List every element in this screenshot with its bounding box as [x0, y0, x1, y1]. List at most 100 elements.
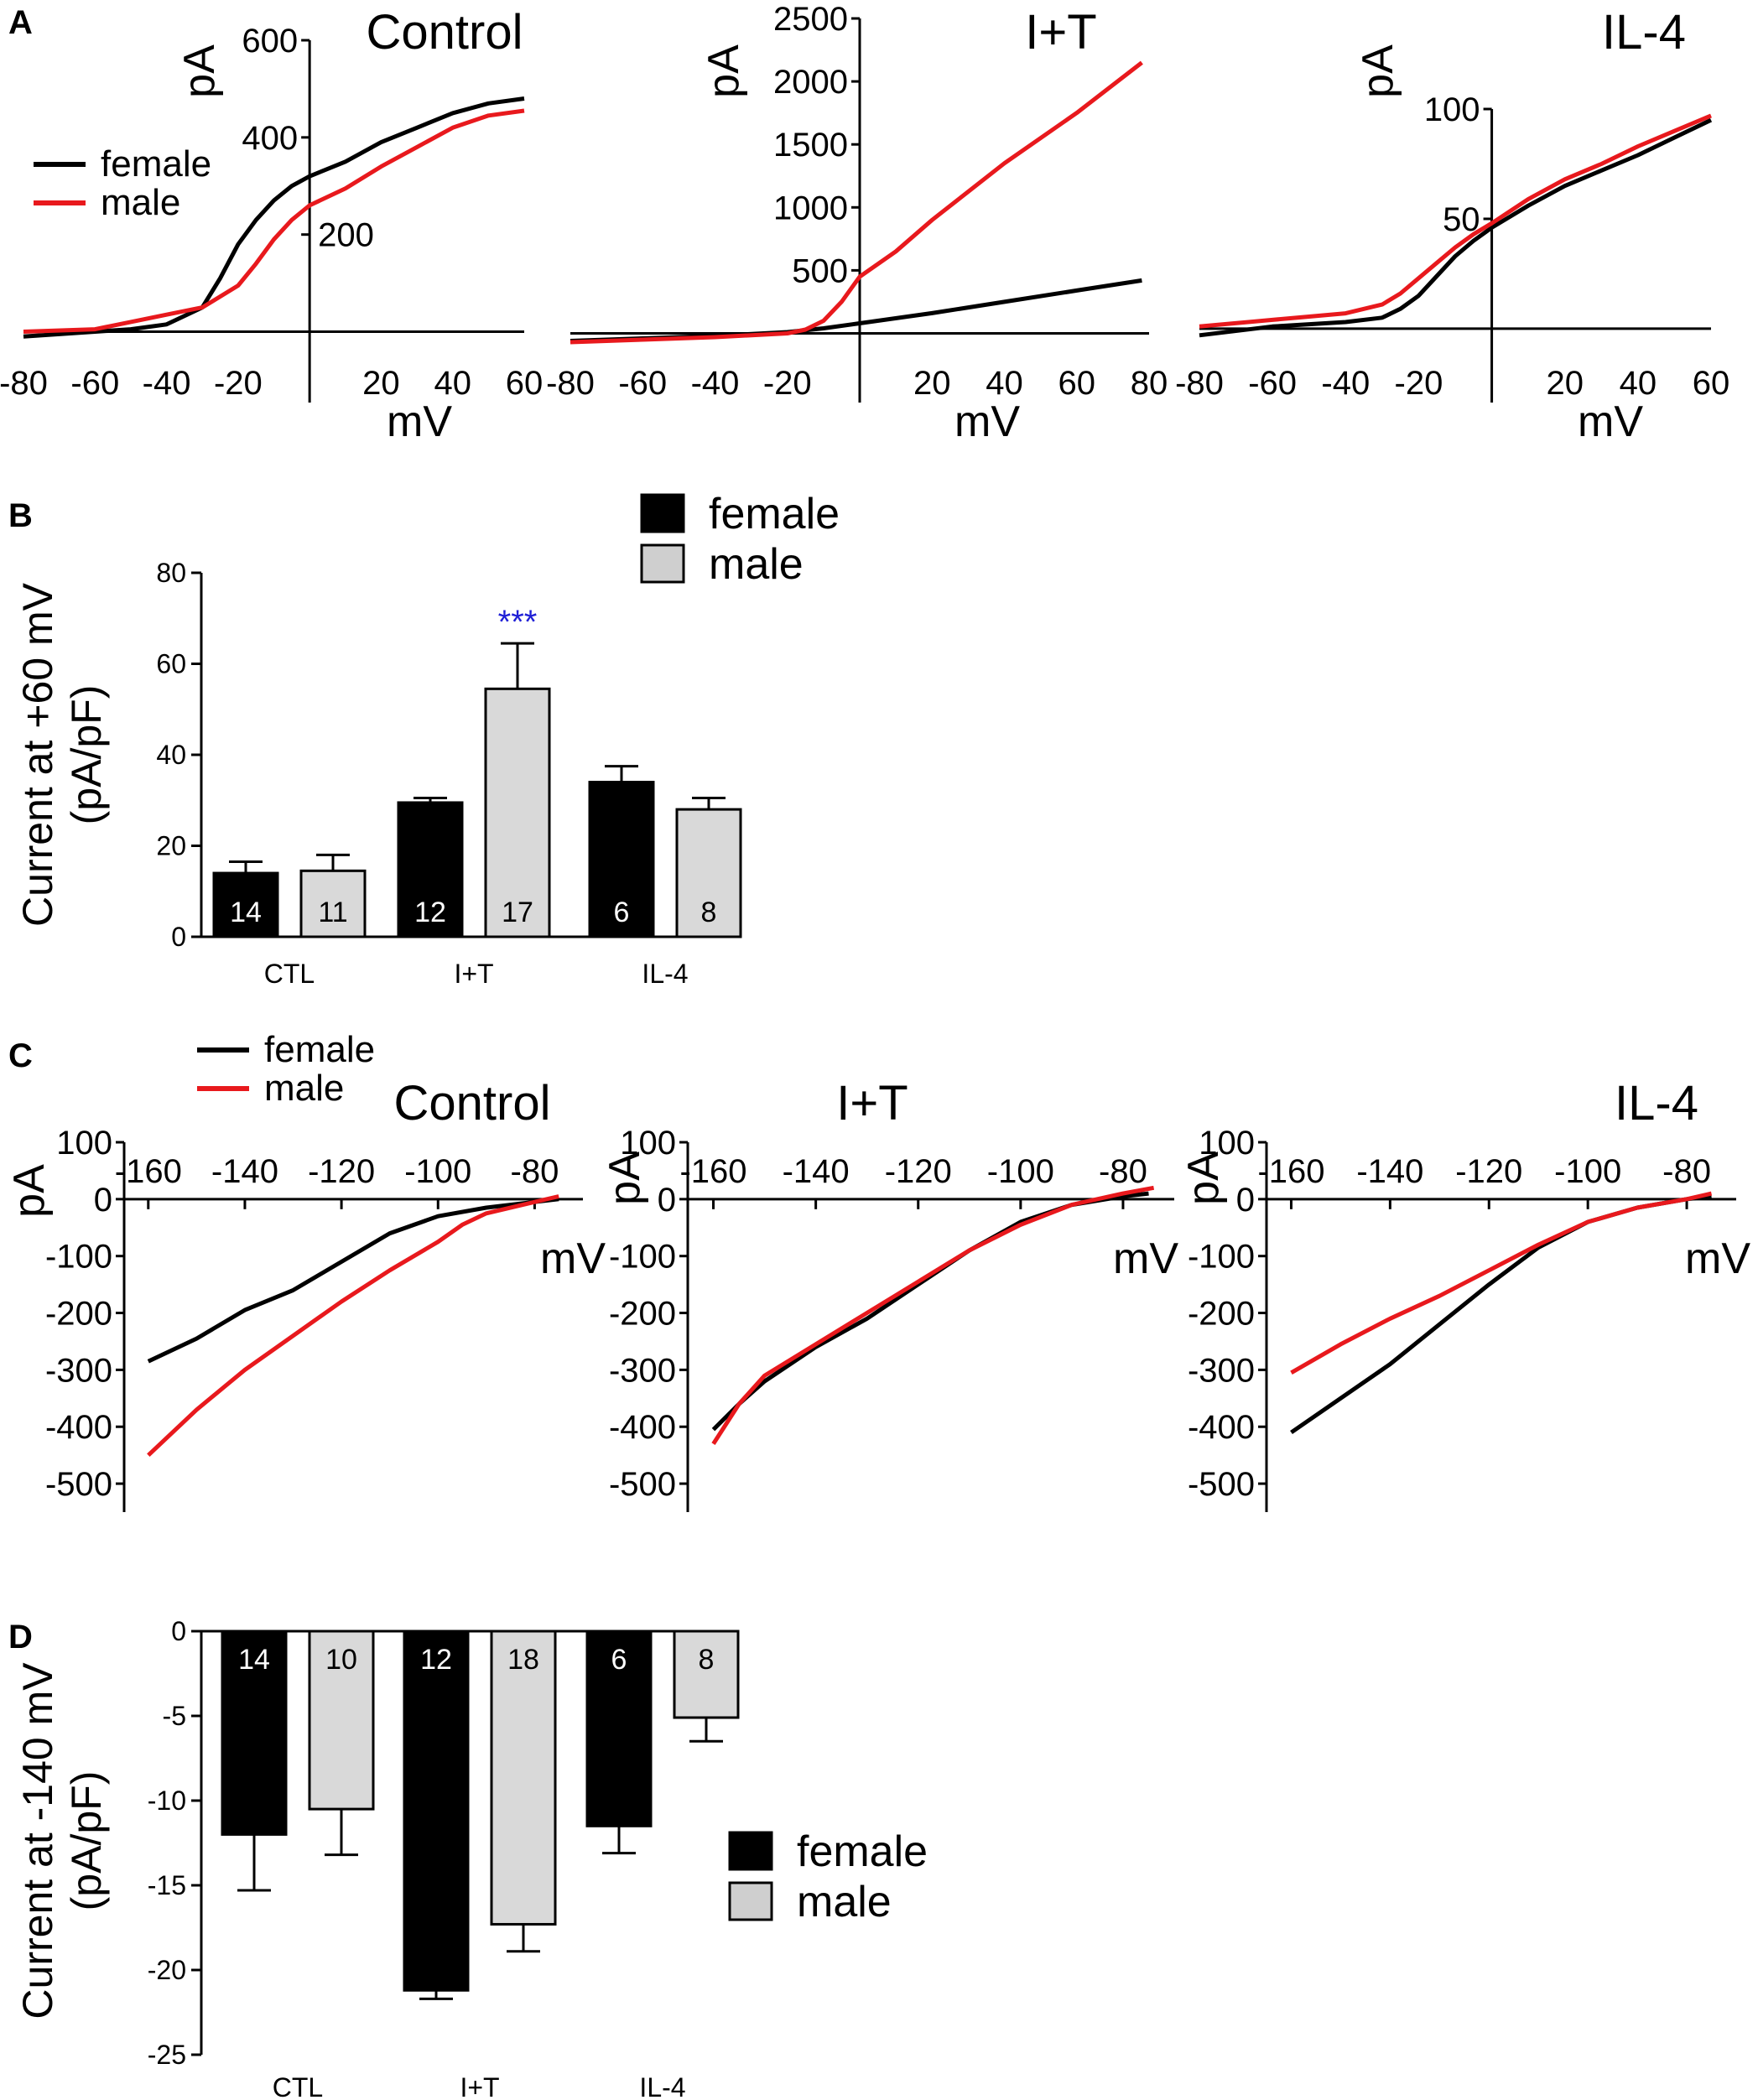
y-tick-label: 2000	[773, 64, 848, 101]
y-tick-label: 1500	[773, 127, 848, 164]
x-tick-label: -140	[783, 1153, 850, 1190]
bar-male-il-4	[673, 1630, 740, 1719]
n-count-male-ctl: 10	[325, 1644, 357, 1676]
y-tick-label: -500	[45, 1466, 112, 1503]
panel-C-il4: 100 0 -100 -200 -300 -400 -500 -160 -140 -120 -100…	[1179, 1076, 1750, 1512]
chart-title: I+T	[1025, 5, 1096, 60]
y-tick-label: 20	[156, 831, 186, 861]
y-tick-label: 1000	[773, 190, 848, 226]
legend-label-female: female	[264, 1029, 375, 1070]
x-tick-label: -20	[1395, 365, 1443, 402]
y-axis-label: Current at -140 mV	[14, 1662, 61, 2019]
category-label-ctl: CTL	[273, 2072, 323, 2100]
panel-label-B: B	[8, 497, 33, 534]
series-line-male	[1290, 1191, 1713, 1375]
series-line-male	[23, 108, 525, 334]
panel-label-A: A	[8, 4, 33, 41]
x-axis-label: mV	[387, 398, 452, 446]
y-axis-label: pA	[5, 1164, 54, 1218]
category-label-i-t: I+T	[454, 959, 493, 989]
series-line-female	[147, 1197, 559, 1364]
x-tick-label: 80	[1131, 365, 1168, 402]
series-line-female	[1290, 1194, 1712, 1435]
y-tick-label: 60	[156, 649, 186, 679]
chart-title: Control	[394, 1076, 551, 1131]
y-tick-label: 100	[1199, 1125, 1255, 1162]
chart-title: I+T	[836, 1076, 908, 1131]
legend-label-male: male	[709, 540, 804, 589]
x-axis-label: mV	[954, 398, 1020, 446]
bar-male-ctl	[308, 1630, 375, 1811]
y-tick-label: 100	[56, 1125, 112, 1162]
x-tick-label: -40	[1321, 365, 1370, 402]
y-tick-label: -400	[609, 1409, 676, 1446]
n-count-female-i-t: 12	[420, 1644, 452, 1676]
y-tick-label: -100	[609, 1239, 676, 1276]
x-tick-label: 20	[913, 365, 951, 402]
y-tick-label: -20	[148, 1955, 186, 1985]
legend-swatch-male	[640, 543, 685, 584]
y-axis-label: pA	[601, 1151, 649, 1205]
n-count-male-ctl: 11	[318, 897, 347, 928]
bar-female-ctl	[221, 1630, 288, 1836]
y-tick-label: 200	[318, 217, 374, 254]
x-tick-label: 40	[986, 365, 1023, 402]
legend-label-female: female	[101, 143, 211, 185]
x-tick-label: -60	[70, 365, 119, 402]
y-tick-label: -5	[163, 1701, 186, 1731]
y-tick-label: -15	[148, 1870, 186, 1900]
series-line-female	[23, 96, 525, 339]
y-tick-label: 0	[658, 1182, 676, 1219]
y-tick-label: -300	[1188, 1352, 1255, 1389]
x-axis-label: mV	[1113, 1235, 1178, 1283]
x-axis-label: mV	[1685, 1235, 1750, 1283]
bar-male-ctl	[299, 869, 367, 938]
x-tick-label: -160	[679, 1153, 746, 1190]
y-tick-label: -300	[45, 1352, 112, 1389]
y-tick-label: 40	[156, 740, 186, 770]
x-tick-label: -100	[1554, 1153, 1621, 1190]
category-label-i-t: I+T	[460, 2072, 499, 2100]
panel-A-control: 200 400 600 -80 -60 -40 -20 20 40 60 Control pA mV fe…	[0, 5, 543, 446]
y-tick-label: -400	[45, 1409, 112, 1446]
x-tick-label: -60	[618, 365, 667, 402]
chart-title: Control	[367, 5, 523, 60]
x-tick-label: -140	[211, 1153, 278, 1190]
y-axis-label-units: (pA/pF)	[63, 685, 110, 825]
series-line-female	[570, 278, 1142, 343]
y-axis-label: pA	[1179, 1151, 1228, 1205]
bar-female-i-t	[403, 1630, 470, 1992]
n-count-female-ctl: 14	[230, 897, 262, 928]
x-tick-label: -80	[1175, 365, 1224, 402]
legend-label-female: female	[797, 1827, 928, 1876]
x-tick-label: -100	[987, 1153, 1054, 1190]
y-axis-label-units: (pA/pF)	[63, 1771, 110, 1911]
panel-C-control: 100 0 -100 -200 -300 -400 -500 -160 -140 -120 -100…	[5, 1029, 606, 1512]
legend-swatch-female	[728, 1831, 773, 1871]
legend-label-female: female	[709, 490, 840, 538]
bar-female-ctl	[212, 871, 279, 938]
y-tick-label: 2500	[773, 1, 848, 38]
x-tick-label: 40	[1620, 365, 1657, 402]
y-tick-label: -10	[148, 1786, 186, 1816]
legend-label-male: male	[101, 182, 180, 223]
bar-male-i-t	[484, 687, 551, 938]
x-tick-label: 40	[434, 365, 471, 402]
bar-female-il-4	[585, 1630, 653, 1827]
series-line-female	[711, 1191, 1149, 1432]
y-tick-label: -500	[609, 1466, 676, 1503]
legend-label-male: male	[797, 1878, 892, 1926]
x-axis-label: mV	[1578, 398, 1643, 446]
n-count-male-i-t: 17	[502, 897, 533, 928]
legend-label-male: male	[264, 1068, 344, 1109]
series-line-male	[570, 60, 1143, 345]
y-axis-label: pA	[175, 44, 224, 98]
y-axis-label: Current at +60 mV	[14, 582, 61, 927]
bar-male-il-4	[675, 808, 742, 938]
bar-female-i-t	[397, 801, 464, 938]
y-tick-label: -200	[609, 1296, 676, 1333]
chart-title: IL-4	[1602, 5, 1686, 60]
y-tick-label: -300	[609, 1352, 676, 1389]
x-tick-label: -40	[143, 365, 191, 402]
